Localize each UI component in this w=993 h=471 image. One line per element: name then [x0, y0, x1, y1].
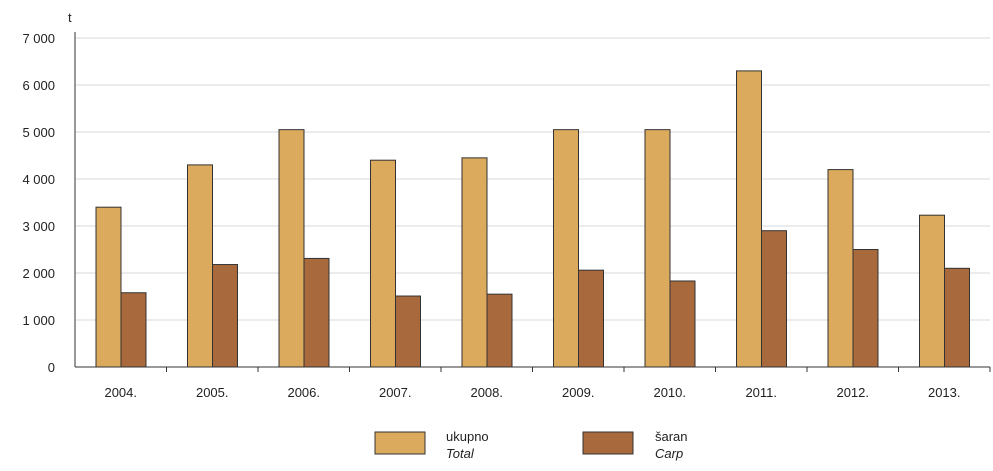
y-tick-label: 4 000 — [22, 172, 55, 187]
x-tick-label: 2006. — [287, 385, 320, 400]
bar-carp — [486, 293, 513, 368]
x-tick-label: 2005. — [196, 385, 229, 400]
x-tick-label: 2007. — [379, 385, 412, 400]
bar-carp — [761, 230, 787, 368]
bar-carp — [852, 249, 879, 368]
bar-total — [736, 70, 762, 368]
bar-total — [95, 206, 122, 368]
x-tick-label: 2012. — [836, 385, 869, 400]
legend: ukupno Total šaran Carp — [374, 429, 688, 461]
y-tick-label: 5 000 — [22, 125, 55, 140]
y-tick-label: 3 000 — [22, 219, 55, 234]
legend-label-total-en: Total — [446, 446, 475, 461]
axes — [74, 32, 991, 372]
bar-total — [278, 129, 305, 368]
y-tick-label: 0 — [48, 360, 55, 375]
x-tick-labels: 2004. 2005. 2006. 2007. 2008. 2009. 2010. 2011.… — [104, 385, 960, 400]
x-tick-label: 2008. — [470, 385, 503, 400]
y-tick-label: 7 000 — [22, 31, 55, 46]
y-tick-label: 2 000 — [22, 266, 55, 281]
legend-swatch-carp — [582, 431, 634, 455]
legend-label-carp: šaran — [655, 429, 688, 444]
x-tick-label: 2011. — [745, 385, 777, 400]
bar-total — [553, 129, 579, 368]
bar-total — [370, 159, 396, 368]
x-tick-label: 2004. — [104, 385, 137, 400]
bar-carp — [944, 267, 970, 368]
legend-label-total: ukupno — [446, 429, 489, 444]
bar-total — [187, 164, 213, 368]
x-tick-label: 2013. — [928, 385, 961, 400]
y-tick-labels: 0 1 000 2 000 3 000 4 000 5 000 6 000 7 000 — [22, 31, 55, 375]
bar-total — [644, 129, 671, 368]
x-tick-label: 2010. — [653, 385, 686, 400]
bar-total — [461, 157, 488, 368]
bar-carp — [120, 292, 147, 368]
bar-carp — [395, 295, 421, 368]
legend-swatch-total — [374, 431, 426, 455]
bar-total — [919, 214, 945, 368]
bar-carp — [578, 269, 604, 368]
legend-label-carp-en: Carp — [655, 446, 683, 461]
bars — [95, 70, 970, 368]
bar-carp — [303, 257, 330, 368]
bar-total — [827, 169, 854, 368]
bar-carp — [669, 280, 696, 368]
y-unit-label: t — [68, 10, 72, 25]
bar-carp — [212, 264, 238, 368]
y-tick-label: 6 000 — [22, 78, 55, 93]
y-tick-label: 1 000 — [22, 313, 55, 328]
x-tick-label: 2009. — [562, 385, 595, 400]
